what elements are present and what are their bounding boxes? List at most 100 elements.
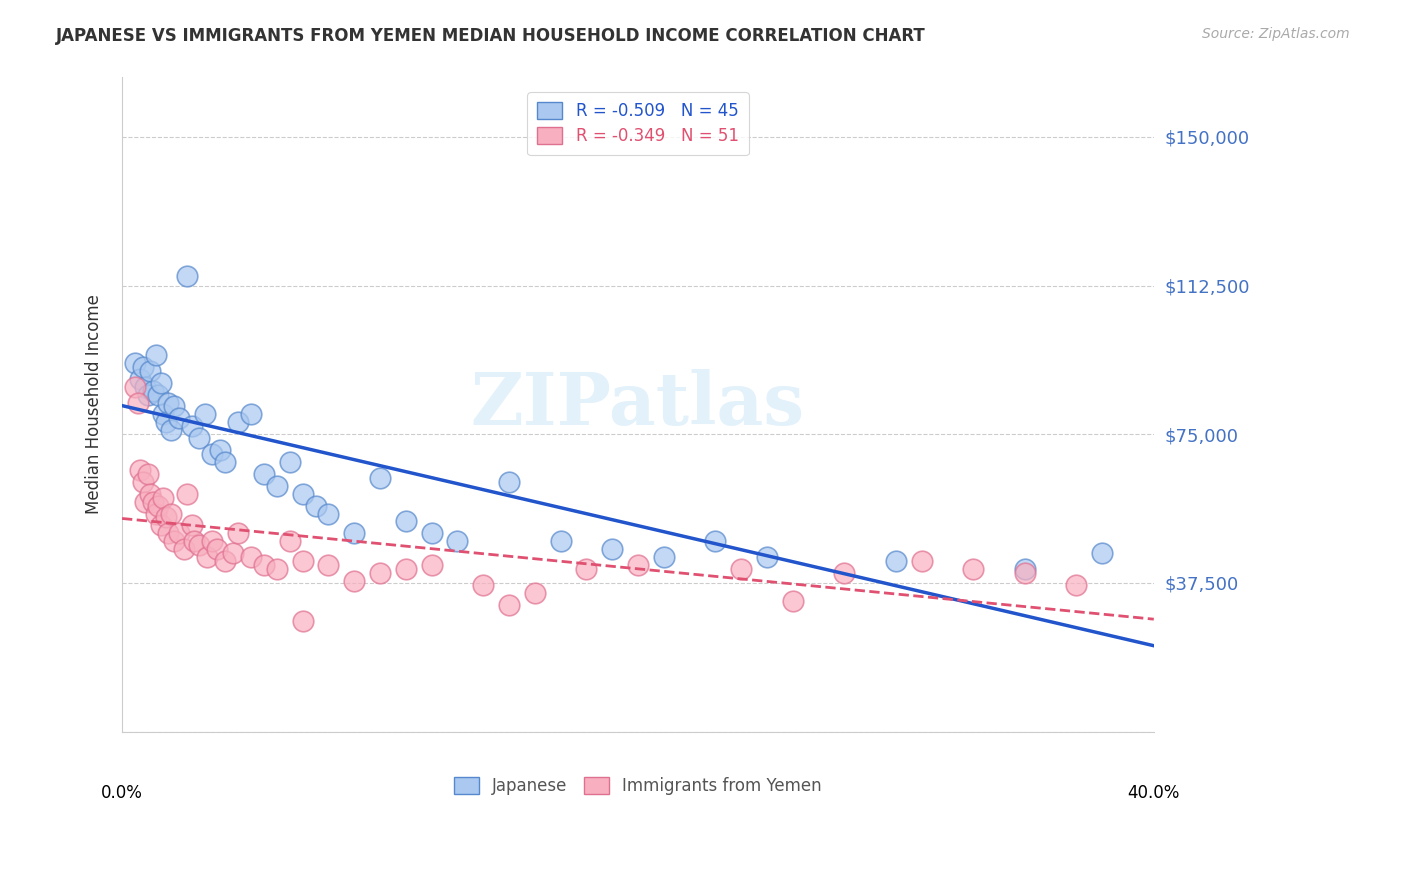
Point — [155, 415, 177, 429]
Point — [278, 534, 301, 549]
Point — [207, 542, 229, 557]
Point — [575, 562, 598, 576]
Point — [139, 486, 162, 500]
Point — [146, 499, 169, 513]
Point — [188, 538, 211, 552]
Point — [134, 494, 156, 508]
Point — [1066, 578, 1088, 592]
Point — [652, 550, 675, 565]
Point — [253, 467, 276, 481]
Point — [240, 550, 263, 565]
Point — [291, 614, 314, 628]
Point — [195, 550, 218, 565]
Legend: Japanese, Immigrants from Yemen: Japanese, Immigrants from Yemen — [447, 770, 828, 802]
Point — [253, 558, 276, 572]
Point — [420, 558, 443, 572]
Point — [160, 507, 183, 521]
Point — [291, 486, 314, 500]
Point — [240, 408, 263, 422]
Point — [152, 408, 174, 422]
Point — [145, 507, 167, 521]
Point — [160, 423, 183, 437]
Point — [304, 499, 326, 513]
Point — [420, 526, 443, 541]
Point — [162, 400, 184, 414]
Point — [278, 455, 301, 469]
Point — [142, 494, 165, 508]
Point — [730, 562, 752, 576]
Point — [173, 542, 195, 557]
Point — [395, 515, 418, 529]
Point — [318, 507, 340, 521]
Point — [911, 554, 934, 568]
Point — [157, 526, 180, 541]
Point — [129, 463, 152, 477]
Point — [162, 534, 184, 549]
Point — [127, 395, 149, 409]
Point — [704, 534, 727, 549]
Point — [627, 558, 650, 572]
Point — [214, 455, 236, 469]
Point — [194, 408, 217, 422]
Point — [183, 534, 205, 549]
Point — [146, 387, 169, 401]
Point — [1014, 562, 1036, 576]
Point — [550, 534, 572, 549]
Point — [368, 566, 391, 580]
Point — [318, 558, 340, 572]
Point — [152, 491, 174, 505]
Point — [266, 479, 288, 493]
Point — [155, 510, 177, 524]
Point — [136, 467, 159, 481]
Point — [136, 387, 159, 401]
Point — [131, 359, 153, 374]
Point — [180, 419, 202, 434]
Point — [124, 356, 146, 370]
Point — [782, 593, 804, 607]
Point — [149, 376, 172, 390]
Point — [167, 411, 190, 425]
Text: Source: ZipAtlas.com: Source: ZipAtlas.com — [1202, 27, 1350, 41]
Point — [884, 554, 907, 568]
Point — [201, 447, 224, 461]
Point — [124, 379, 146, 393]
Point — [180, 518, 202, 533]
Point — [214, 554, 236, 568]
Point — [167, 526, 190, 541]
Text: 40.0%: 40.0% — [1128, 784, 1180, 802]
Point — [157, 395, 180, 409]
Point — [600, 542, 623, 557]
Point — [131, 475, 153, 489]
Point — [209, 443, 232, 458]
Point — [472, 578, 495, 592]
Point — [142, 384, 165, 398]
Point — [134, 379, 156, 393]
Point — [343, 574, 366, 588]
Point — [755, 550, 778, 565]
Point — [176, 486, 198, 500]
Point — [149, 518, 172, 533]
Point — [1091, 546, 1114, 560]
Point — [266, 562, 288, 576]
Point — [226, 526, 249, 541]
Point — [498, 598, 520, 612]
Point — [222, 546, 245, 560]
Point — [139, 364, 162, 378]
Point — [962, 562, 984, 576]
Point — [176, 268, 198, 283]
Point — [832, 566, 855, 580]
Point — [226, 415, 249, 429]
Point — [498, 475, 520, 489]
Text: ZIPatlas: ZIPatlas — [471, 369, 806, 440]
Point — [1014, 566, 1036, 580]
Point — [523, 586, 546, 600]
Point — [446, 534, 468, 549]
Point — [129, 372, 152, 386]
Point — [368, 471, 391, 485]
Text: JAPANESE VS IMMIGRANTS FROM YEMEN MEDIAN HOUSEHOLD INCOME CORRELATION CHART: JAPANESE VS IMMIGRANTS FROM YEMEN MEDIAN… — [56, 27, 927, 45]
Point — [343, 526, 366, 541]
Point — [145, 348, 167, 362]
Point — [395, 562, 418, 576]
Point — [291, 554, 314, 568]
Point — [201, 534, 224, 549]
